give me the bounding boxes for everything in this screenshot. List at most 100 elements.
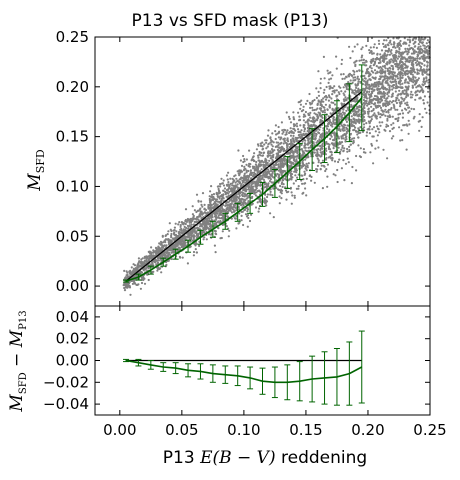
scatter-point — [211, 195, 214, 198]
binned-mean-line — [125, 97, 363, 282]
scatter-point — [408, 123, 411, 126]
scatter-point — [403, 81, 406, 84]
scatter-point — [371, 128, 374, 131]
scatter-point — [384, 114, 387, 117]
scatter-point — [422, 55, 425, 58]
scatter-point — [271, 172, 274, 175]
scatter-point — [205, 238, 208, 241]
scatter-point — [325, 140, 328, 144]
scatter-point — [328, 87, 331, 90]
scatter-point — [195, 251, 198, 254]
scatter-point — [301, 182, 304, 185]
scatter-point — [427, 68, 430, 71]
scatter-point — [277, 163, 280, 166]
scatter-point — [257, 184, 260, 187]
scatter-point — [300, 174, 303, 177]
scatter-point — [338, 112, 341, 115]
scatter-point — [202, 223, 205, 226]
scatter-point — [231, 190, 234, 193]
scatter-point — [257, 181, 260, 184]
scatter-point — [302, 119, 305, 122]
scatter-point — [353, 73, 356, 76]
scatter-point — [257, 144, 260, 147]
scatter-point — [299, 103, 302, 106]
scatter-point — [214, 232, 217, 235]
scatter-point — [363, 111, 366, 114]
scatter-point — [391, 65, 394, 68]
scatter-point — [172, 229, 175, 232]
scatter-point — [383, 87, 386, 90]
scatter-point — [316, 152, 319, 156]
scatter-point — [297, 101, 300, 104]
scatter-point — [369, 151, 372, 154]
scatter-point — [199, 223, 202, 226]
scatter-point — [259, 142, 262, 145]
scatter-point — [259, 175, 262, 178]
scatter-point — [292, 152, 295, 155]
scatter-point — [420, 48, 424, 51]
scatter-point — [310, 102, 313, 105]
scatter-point — [351, 124, 354, 127]
scatter-point — [229, 182, 232, 185]
scatter-point — [219, 182, 222, 186]
scatter-point — [253, 189, 256, 192]
scatter-point — [371, 87, 374, 90]
scatter-point — [282, 147, 286, 151]
scatter-point — [228, 229, 231, 232]
scatter-point — [264, 157, 267, 160]
scatter-point — [399, 73, 402, 76]
scatter-point — [343, 100, 346, 103]
scatter-point — [294, 167, 297, 170]
scatter-point — [196, 220, 199, 223]
scatter-point — [126, 271, 129, 274]
scatter-point — [383, 93, 386, 96]
scatter-point — [219, 237, 222, 240]
scatter-point — [405, 90, 408, 93]
scatter-point — [143, 277, 146, 280]
scatter-point — [300, 148, 303, 151]
scatter-point — [247, 176, 250, 179]
scatter-point — [188, 232, 191, 235]
scatter-point — [247, 188, 250, 191]
scatter-point — [253, 191, 256, 194]
scatter-point — [311, 100, 314, 103]
scatter-point — [392, 122, 395, 125]
scatter-point — [421, 69, 424, 72]
scatter-point — [200, 200, 203, 203]
scatter-point — [367, 112, 370, 115]
scatter-point — [192, 216, 195, 219]
scatter-point — [230, 217, 233, 220]
scatter-point — [351, 89, 354, 92]
scatter-point — [414, 40, 417, 44]
scatter-point — [327, 130, 330, 133]
scatter-point — [248, 190, 251, 193]
scatter-point — [396, 66, 399, 69]
scatter-point — [173, 231, 176, 234]
scatter-point — [251, 182, 254, 185]
scatter-point — [392, 55, 395, 58]
scatter-point — [187, 235, 190, 238]
scatter-point — [298, 133, 301, 136]
scatter-point — [357, 136, 360, 139]
scatter-point — [362, 123, 366, 126]
scatter-point — [375, 117, 378, 120]
scatter-point — [372, 71, 375, 74]
scatter-point — [397, 119, 400, 122]
scatter-point — [418, 129, 421, 132]
scatter-point — [330, 101, 333, 104]
scatter-point — [259, 170, 262, 173]
scatter-point — [345, 109, 348, 112]
scatter-point — [284, 129, 287, 132]
scatter-point — [178, 233, 181, 236]
scatter-point — [338, 120, 341, 123]
scatter-point — [424, 56, 427, 60]
scatter-point — [337, 128, 340, 131]
scatter-point — [411, 69, 414, 72]
scatter-point — [426, 61, 429, 64]
identity-line — [125, 91, 363, 282]
scatter-point — [411, 93, 414, 96]
scatter-point — [370, 105, 373, 108]
scatter-point — [210, 232, 213, 235]
scatter-point — [307, 123, 310, 127]
scatter-point — [374, 130, 377, 133]
